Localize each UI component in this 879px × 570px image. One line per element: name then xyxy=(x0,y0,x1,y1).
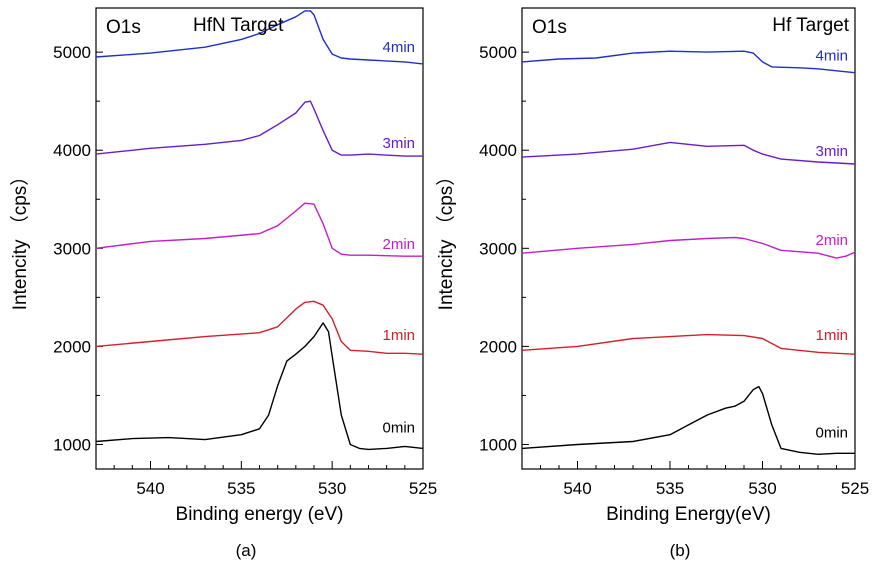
series-label-1min: 1min xyxy=(382,327,415,344)
x-tick-label: 530 xyxy=(748,479,776,498)
y-tick-label: 2000 xyxy=(53,337,91,356)
y-tick-label: 2000 xyxy=(479,337,517,356)
x-tick-label: 525 xyxy=(841,479,869,498)
y-axis-title: Intencity （cps） xyxy=(9,167,31,311)
y-axis-title: Intencity （cps） xyxy=(435,167,457,311)
x-axis-title: Binding Energy(eV) xyxy=(606,504,771,525)
plot-frame xyxy=(521,7,856,470)
corner-label: O1s xyxy=(532,17,567,38)
series-label-2min: 2min xyxy=(382,236,415,253)
x-tick-label: 535 xyxy=(227,479,255,498)
series-label-0min: 0min xyxy=(382,419,415,436)
y-tick-label: 1000 xyxy=(53,435,91,454)
corner-label: O1s xyxy=(106,17,141,38)
panel-b: 1000 2000 3000 4000 5000 540 535 530 525 0min 1min… xyxy=(435,7,869,560)
series-label-3min: 3min xyxy=(382,135,415,152)
y-tick-label: 4000 xyxy=(53,141,91,160)
series-label-4min: 4min xyxy=(382,39,415,56)
series-line-3min xyxy=(95,100,423,157)
series-label-0min: 0min xyxy=(815,424,848,441)
series-line-0min xyxy=(521,385,855,455)
y-tick-label: 5000 xyxy=(479,43,517,62)
x-tick-label: 530 xyxy=(318,479,346,498)
series-line-4min xyxy=(521,50,856,74)
series-label-4min: 4min xyxy=(815,48,848,65)
x-tick-label: 535 xyxy=(656,479,684,498)
panel-caption: (a) xyxy=(236,541,257,560)
y-tick-label: 1000 xyxy=(479,435,517,454)
x-axis-title: Binding energy (eV) xyxy=(176,504,344,525)
series-line-4min xyxy=(95,10,424,65)
series-line-2min xyxy=(521,236,856,259)
y-tick-label: 4000 xyxy=(479,141,517,160)
plot-frame xyxy=(95,7,424,470)
x-tick-label: 540 xyxy=(563,479,591,498)
series-line-0min xyxy=(95,322,424,451)
x-tick-label: 525 xyxy=(409,479,437,498)
series-label-3min: 3min xyxy=(815,143,848,160)
series-line-3min xyxy=(521,141,856,165)
panel-title: Hf Target xyxy=(772,15,849,36)
series-line-1min xyxy=(95,300,424,355)
y-tick-label: 3000 xyxy=(53,239,91,258)
panel-title: HfN Target xyxy=(193,15,284,36)
series-line-2min xyxy=(95,202,423,257)
series-label-1min: 1min xyxy=(815,327,848,344)
series-label-2min: 2min xyxy=(815,232,848,249)
series-line-1min xyxy=(521,333,856,355)
y-tick-label: 5000 xyxy=(53,43,91,62)
panel-caption: (b) xyxy=(670,541,691,560)
y-tick-label: 3000 xyxy=(479,239,517,258)
panel-a: 1000 2000 3000 4000 5000 540 535 530 525 0min 1min… xyxy=(9,7,437,560)
x-tick-label: 540 xyxy=(136,479,164,498)
